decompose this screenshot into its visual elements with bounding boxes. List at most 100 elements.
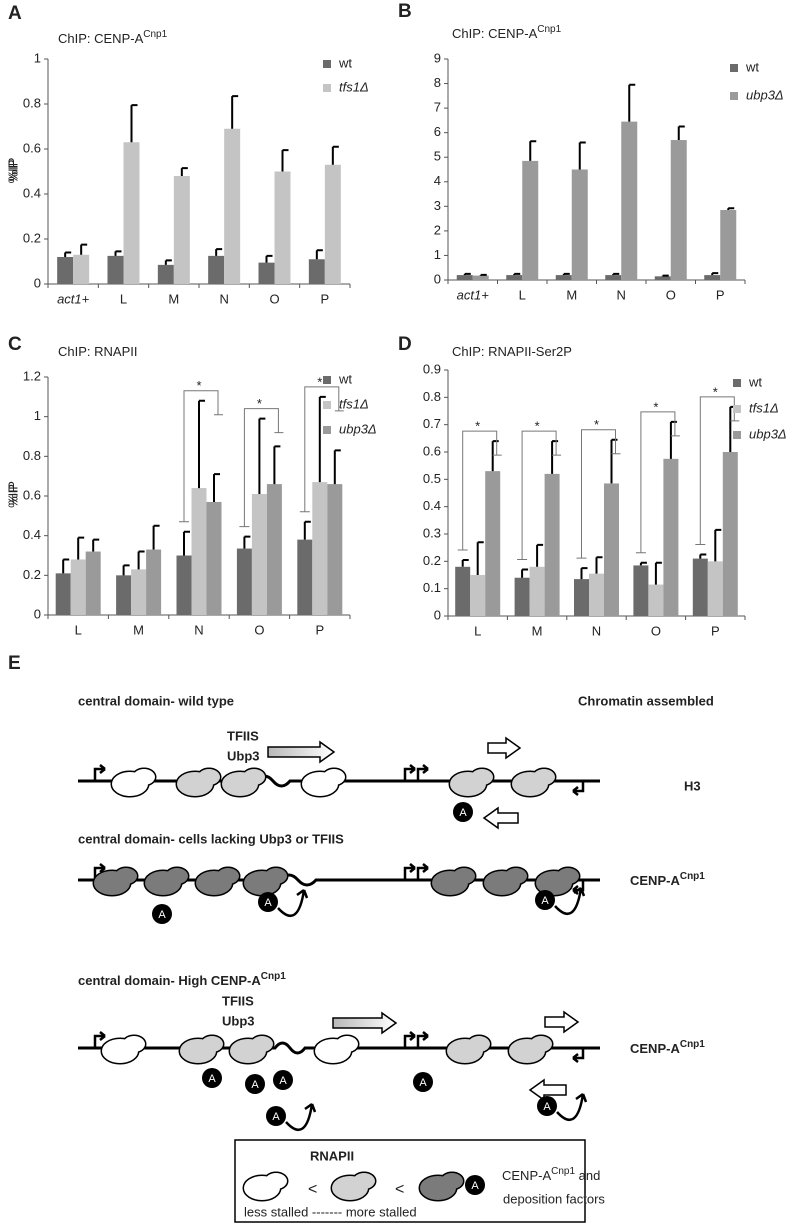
promoter-arrow xyxy=(93,863,106,880)
rnapii xyxy=(228,1034,275,1065)
promoter-arrow xyxy=(93,1031,106,1048)
error-bar xyxy=(77,536,85,560)
error-bar xyxy=(521,568,529,578)
rnapii xyxy=(242,1171,289,1202)
error-bar xyxy=(80,243,88,255)
chromatin xyxy=(78,1041,600,1055)
bar xyxy=(258,262,275,284)
text-part: CENP-A xyxy=(630,873,680,888)
error-bar xyxy=(727,207,735,211)
error-bar xyxy=(476,541,484,575)
promoter-arrow xyxy=(403,764,416,781)
error-bar xyxy=(677,125,685,141)
y-tick-label: 0.8 xyxy=(23,448,41,463)
y-tick-label: 0 xyxy=(434,271,441,286)
deposition-arrow xyxy=(277,888,309,918)
rnapii xyxy=(92,866,139,897)
significance-bracket xyxy=(299,386,344,513)
significance-bracket xyxy=(457,430,502,551)
y-axis-label: %IP xyxy=(5,160,20,184)
y-tick-label: 0.2 xyxy=(23,567,41,582)
y-tick-label: 0.8 xyxy=(423,389,441,404)
x-tick-label: M xyxy=(168,291,179,306)
bar xyxy=(191,488,207,615)
bar xyxy=(456,275,473,280)
error-bar xyxy=(479,273,487,276)
bar xyxy=(621,121,638,280)
bar xyxy=(720,210,737,280)
cenp-a-marker xyxy=(273,1070,293,1090)
panel-label: C xyxy=(8,334,22,355)
cenp-a-marker-label: A xyxy=(272,1111,280,1123)
text-part: ChIP: RNAPII xyxy=(58,344,137,359)
legend-marker-text: deposition factors xyxy=(503,1191,605,1206)
significance-label: * xyxy=(196,378,201,393)
row-title: central domain- cells lacking Ubp3 or TF… xyxy=(78,831,344,846)
y-tick-label: 0.1 xyxy=(423,580,441,595)
error-bar xyxy=(180,167,188,176)
rnapii-body xyxy=(115,868,137,884)
bar xyxy=(571,169,588,280)
rnapii xyxy=(313,1034,360,1065)
error-bar xyxy=(62,558,70,574)
bar xyxy=(472,275,489,280)
superscript: Cnp1 xyxy=(551,1166,575,1177)
bar xyxy=(206,501,222,615)
bar xyxy=(605,275,622,280)
error-bar xyxy=(114,250,122,256)
text-part: CENP-A xyxy=(502,1168,551,1183)
error-bar xyxy=(243,535,251,549)
rnapii xyxy=(175,767,222,798)
y-tick-label: 0.6 xyxy=(23,487,41,502)
x-tick-label: act1+ xyxy=(57,291,90,306)
error-bar xyxy=(215,248,223,256)
error-bar xyxy=(562,272,570,276)
rnapii xyxy=(507,1034,554,1065)
bar xyxy=(157,264,174,284)
significance-label: * xyxy=(257,396,262,411)
error-bar xyxy=(137,550,145,570)
chart-title: ChIP: RNAPII xyxy=(58,344,137,359)
significance-label: * xyxy=(317,374,322,389)
y-tick-label: 7 xyxy=(434,100,441,115)
error-bar xyxy=(639,561,647,566)
cenp-a-marker-label: A xyxy=(264,897,272,909)
superscript: Cnp1 xyxy=(261,971,286,982)
promoter-arrow xyxy=(416,1031,429,1048)
direction-arrow xyxy=(267,740,336,764)
panel-label: B xyxy=(398,1,412,22)
rnapii-body xyxy=(133,769,155,785)
rnapii xyxy=(143,866,190,897)
error-bar xyxy=(610,438,618,484)
rnapii-body xyxy=(217,868,239,884)
superscript: Cnp1 xyxy=(143,29,167,40)
bar xyxy=(224,128,241,284)
y-tick-label: 0.5 xyxy=(423,471,441,486)
error-bar xyxy=(580,567,588,580)
promoter-arrow xyxy=(416,863,429,880)
deposition-arrow xyxy=(556,1092,588,1122)
error-bar xyxy=(333,449,341,485)
legend-symbol: < xyxy=(308,1181,317,1198)
x-tick-label: P xyxy=(315,622,324,637)
error-bar xyxy=(661,274,669,277)
x-tick-label: L xyxy=(474,623,481,638)
y-tick-label: 3 xyxy=(434,198,441,213)
bar xyxy=(208,255,225,284)
rnapii-body xyxy=(471,769,493,785)
error-bar xyxy=(463,272,471,276)
direction-arrow xyxy=(332,1011,398,1035)
factor-label: Ubp3 xyxy=(227,748,260,763)
bar xyxy=(116,575,132,615)
chart-title: ChIP: CENP-ACnp1 xyxy=(452,24,562,42)
y-axis-label: %IP xyxy=(5,481,20,505)
promoter-arrow xyxy=(572,1048,585,1063)
rnapii-body xyxy=(468,1036,490,1052)
y-tick-label: 0.2 xyxy=(423,553,441,568)
significance-bracket xyxy=(635,411,680,554)
rnapii-body xyxy=(166,868,188,884)
rnapii xyxy=(534,866,581,897)
rnapii-body xyxy=(533,769,555,785)
rnapii xyxy=(194,866,241,897)
bar xyxy=(327,484,343,615)
